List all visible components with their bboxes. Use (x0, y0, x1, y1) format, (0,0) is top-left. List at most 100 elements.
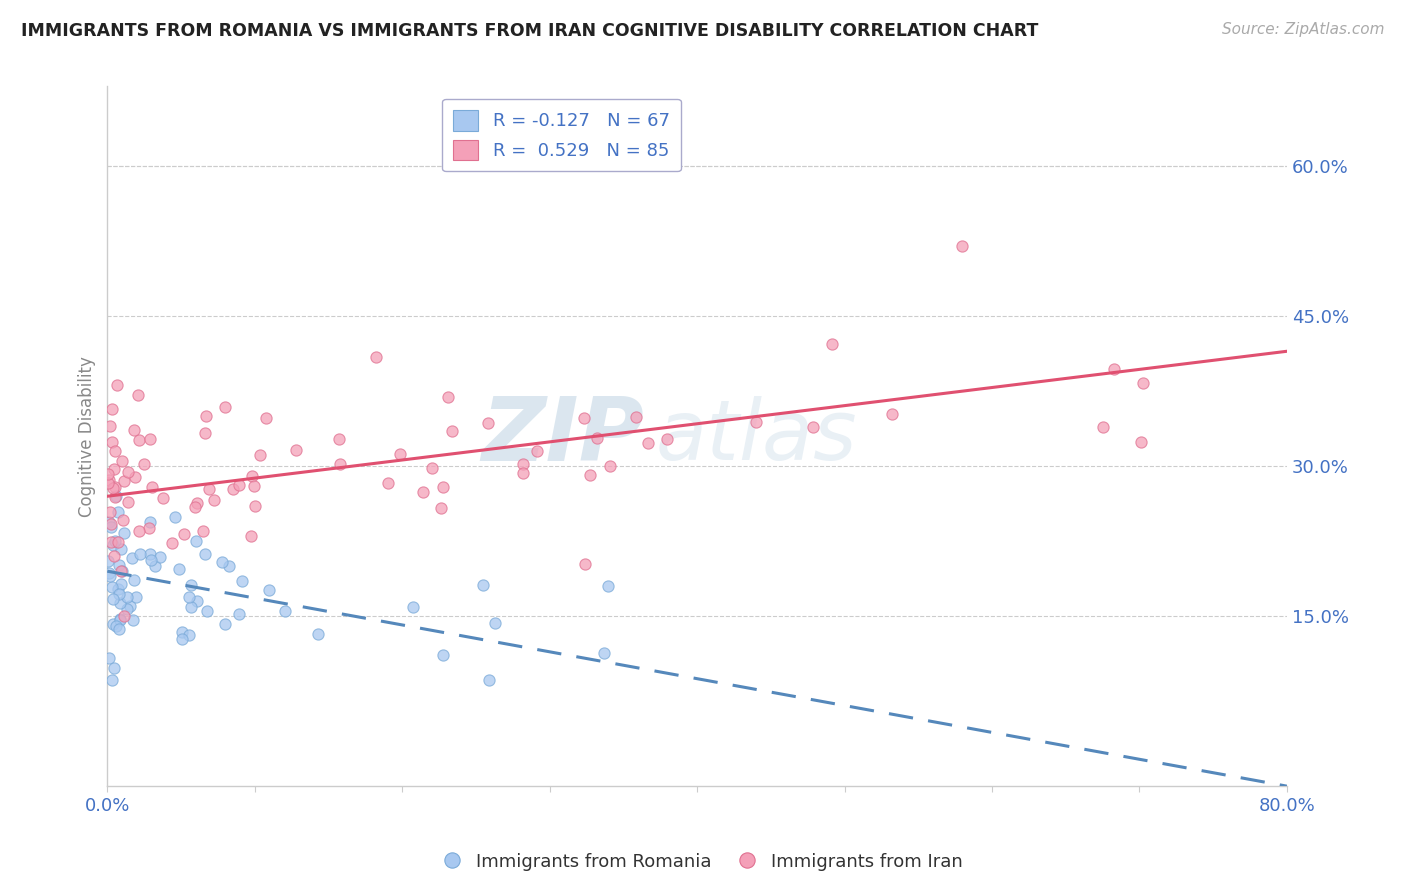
Point (177, 628, 200, 642)
Point (592, 646, 614, 660)
Point (112, 609, 135, 624)
Point (477, 417, 499, 431)
Point (97, 566, 120, 581)
Point (194, 547, 217, 561)
Point (100, 520, 122, 534)
Point (169, 562, 191, 576)
Point (1102, 362, 1125, 376)
Point (100, 673, 122, 687)
Point (128, 524, 150, 539)
Legend: R = -0.127   N = 67, R =  0.529   N = 85: R = -0.127 N = 67, R = 0.529 N = 85 (443, 99, 681, 171)
Point (420, 460, 443, 475)
Point (108, 622, 131, 636)
Point (254, 411, 277, 425)
Point (228, 607, 250, 621)
Point (436, 390, 458, 404)
Point (101, 617, 124, 632)
Point (243, 479, 266, 493)
Point (214, 616, 236, 631)
Point (103, 549, 125, 563)
Point (329, 457, 352, 471)
Point (101, 592, 124, 607)
Point (152, 491, 174, 505)
Point (124, 470, 146, 484)
Point (97, 516, 120, 530)
Point (139, 515, 162, 529)
Point (389, 447, 412, 461)
Point (574, 410, 596, 425)
Point (104, 618, 127, 632)
Point (240, 469, 263, 483)
Point (97, 476, 120, 491)
Point (117, 465, 139, 479)
Point (114, 475, 136, 489)
Point (98, 505, 121, 519)
Point (285, 442, 308, 457)
Point (101, 401, 124, 416)
Y-axis label: Cognitive Disability: Cognitive Disability (79, 356, 96, 516)
Point (104, 443, 127, 458)
Point (180, 600, 202, 615)
Point (108, 587, 131, 601)
Point (1092, 420, 1115, 434)
Text: atlas: atlas (655, 396, 858, 476)
Point (231, 574, 253, 588)
Point (108, 613, 131, 627)
Point (198, 482, 221, 496)
Point (432, 480, 454, 494)
Point (100, 535, 122, 549)
Text: IMMIGRANTS FROM ROMANIA VS IMMIGRANTS FROM IRAN COGNITIVE DISABILITY CORRELATION: IMMIGRANTS FROM ROMANIA VS IMMIGRANTS FR… (21, 22, 1039, 40)
Point (222, 482, 245, 496)
Point (110, 454, 132, 468)
Point (952, 239, 974, 253)
Point (143, 558, 166, 573)
Point (186, 594, 208, 608)
Point (249, 448, 271, 462)
Text: ZIP: ZIP (481, 392, 644, 480)
Point (512, 466, 534, 480)
Point (108, 611, 131, 625)
Point (179, 590, 201, 604)
Point (180, 578, 202, 592)
Point (107, 535, 129, 549)
Point (574, 558, 596, 572)
Point (211, 555, 233, 569)
Point (122, 423, 145, 437)
Point (160, 536, 183, 550)
Point (194, 409, 217, 424)
Point (364, 350, 387, 364)
Point (307, 627, 329, 641)
Point (243, 499, 266, 513)
Point (110, 596, 132, 610)
Point (1132, 376, 1154, 391)
Point (239, 529, 262, 543)
Point (586, 431, 609, 445)
Point (218, 558, 240, 573)
Point (97, 651, 120, 665)
Point (103, 661, 125, 675)
Point (122, 613, 145, 627)
Point (328, 433, 350, 447)
Point (127, 387, 149, 401)
Point (257, 582, 280, 597)
Point (100, 435, 122, 450)
Point (111, 565, 134, 579)
Point (110, 564, 132, 578)
Point (128, 433, 150, 447)
Point (228, 478, 250, 492)
Point (104, 480, 127, 494)
Point (195, 603, 218, 617)
Point (578, 468, 600, 483)
Point (97, 473, 120, 487)
Point (107, 558, 129, 573)
Point (402, 600, 425, 615)
Point (103, 461, 125, 475)
Point (105, 378, 128, 392)
Point (141, 553, 163, 567)
Point (599, 459, 621, 474)
Point (104, 533, 127, 548)
Point (478, 673, 501, 687)
Point (163, 509, 186, 524)
Point (121, 550, 143, 565)
Point (526, 444, 548, 458)
